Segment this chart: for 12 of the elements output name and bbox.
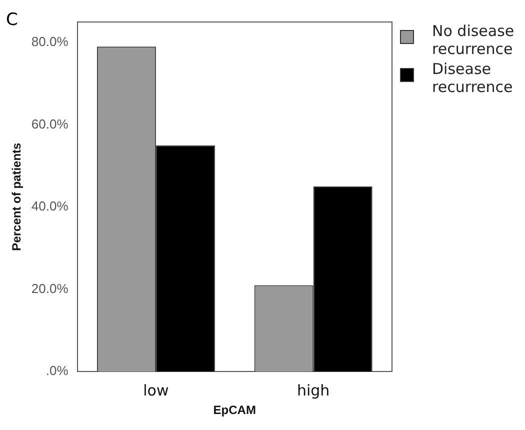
legend-label: Disease recurrence (432, 60, 514, 96)
legend-label: No disease recurrence (432, 22, 516, 58)
x-axis-title: EpCAM (213, 403, 256, 418)
y-tick-label: 20.0% (31, 280, 69, 296)
y-tick-label: .0% (46, 363, 69, 378)
y-tick-label: 80.0% (31, 34, 69, 50)
y-axis-title: Percent of patients (10, 142, 24, 251)
text: C (6, 10, 18, 30)
y-tick-label: 40.0% (31, 198, 69, 214)
y-tick-label: 60.0% (31, 116, 69, 132)
x-tick-label: high (296, 381, 330, 400)
x-tick-label: low (143, 381, 169, 400)
